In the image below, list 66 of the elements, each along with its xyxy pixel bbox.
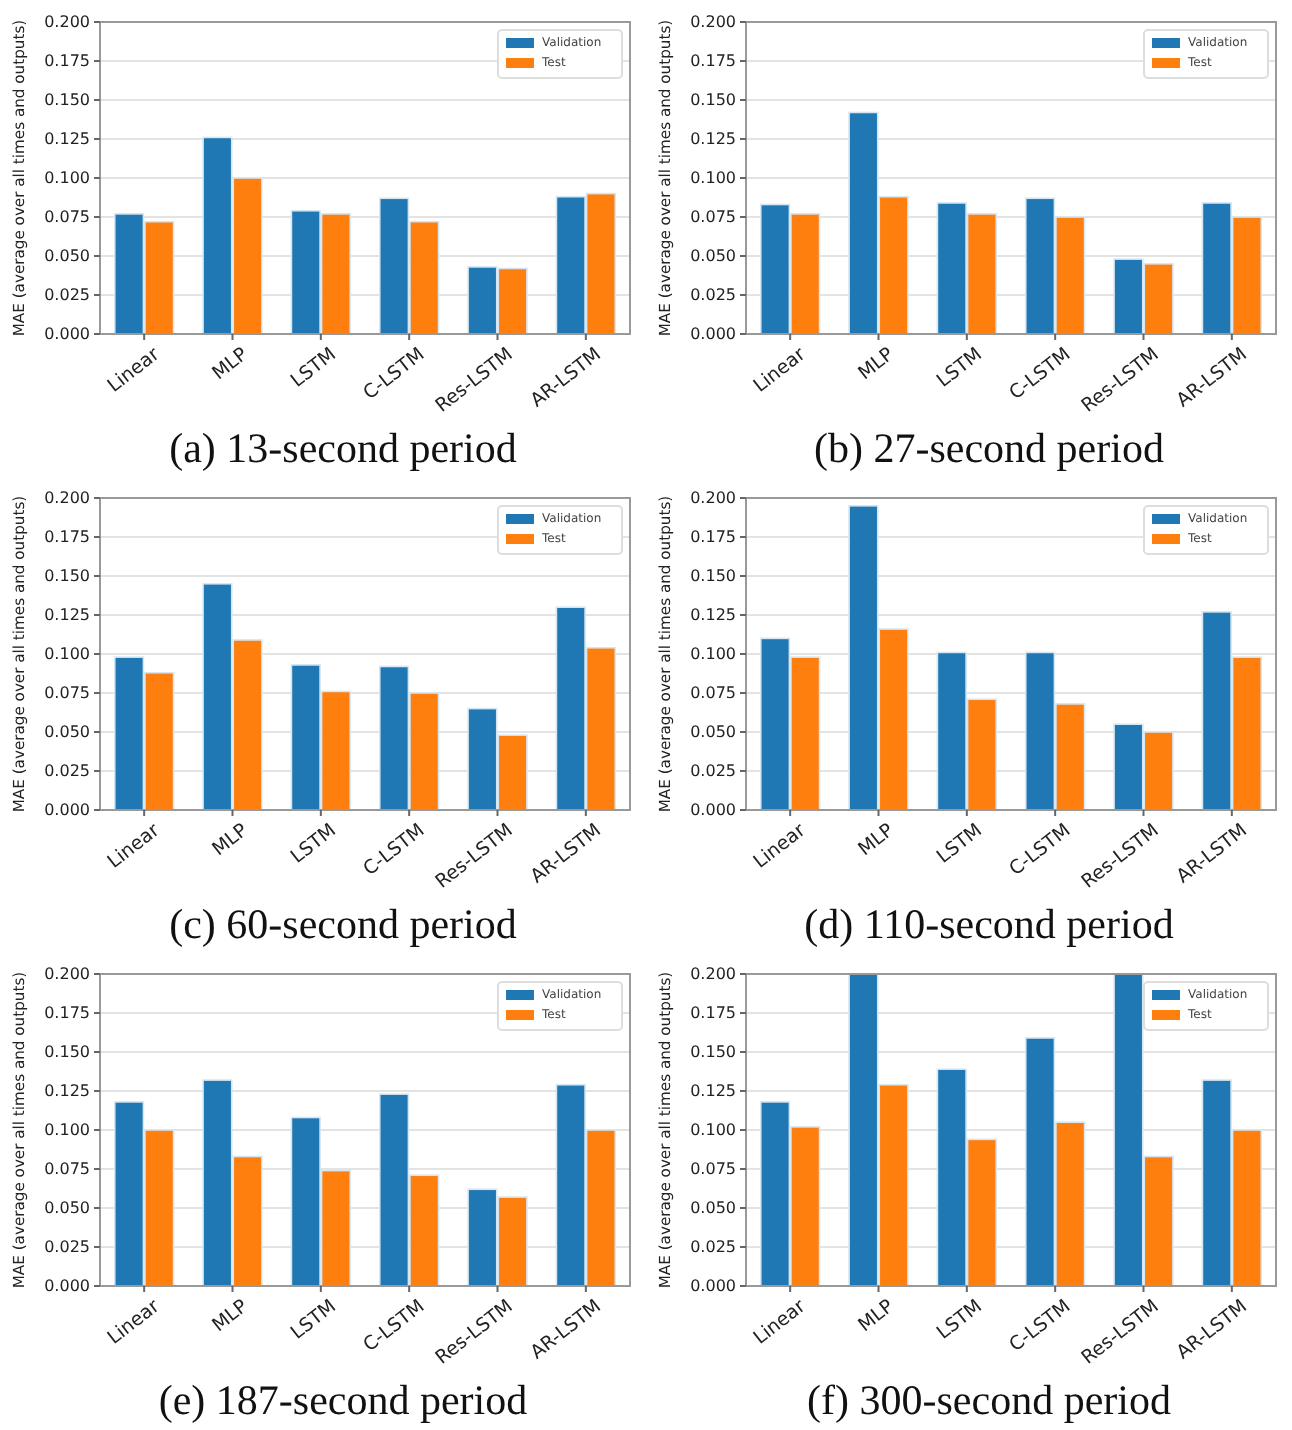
- y-tick-label: 0.175: [690, 52, 736, 71]
- x-tick-label: MLP: [854, 343, 899, 385]
- y-tick-label: 0.000: [690, 801, 736, 820]
- y-tick-label: 0.125: [690, 1082, 736, 1101]
- y-tick-label: 0.150: [690, 567, 736, 586]
- y-tick-label: 0.150: [44, 91, 90, 110]
- x-tick-label: MLP: [208, 1295, 253, 1337]
- y-tick-label: 0.025: [690, 762, 736, 781]
- y-tick-label: 0.175: [44, 52, 90, 71]
- y-tick-label: 0.050: [44, 247, 90, 266]
- y-tick-label: 0.175: [44, 528, 90, 547]
- y-tick-label: 0.050: [690, 247, 736, 266]
- y-tick-label: 0.075: [690, 684, 736, 703]
- y-tick-label: 0.000: [690, 1277, 736, 1296]
- y-tick-label: 0.050: [44, 1199, 90, 1218]
- y-tick-label: 0.100: [690, 169, 736, 188]
- y-tick-label: 0.075: [690, 1160, 736, 1179]
- y-tick-label: 0.025: [690, 286, 736, 305]
- y-tick-label: 0.200: [44, 489, 90, 508]
- y-tick-label: 0.050: [690, 1199, 736, 1218]
- y-tick-label: 0.175: [690, 528, 736, 547]
- y-tick-label: 0.200: [44, 965, 90, 984]
- y-tick-label: 0.100: [44, 169, 90, 188]
- y-tick-label: 0.175: [44, 1004, 90, 1023]
- y-tick-label: 0.075: [44, 208, 90, 227]
- text: (f) 300-second period: [807, 1376, 1172, 1424]
- y-tick-label: 0.025: [690, 1238, 736, 1257]
- y-tick-label: 0.050: [44, 723, 90, 742]
- text: (c) 60-second period: [169, 900, 518, 948]
- text: (e) 187-second period: [158, 1376, 529, 1424]
- y-tick-label: 0.000: [44, 325, 90, 344]
- y-tick-label: 0.000: [44, 1277, 90, 1296]
- y-tick-label: 0.200: [690, 489, 736, 508]
- y-tick-label: 0.025: [44, 286, 90, 305]
- y-tick-label: 0.175: [690, 1004, 736, 1023]
- text: (d) 110-second period: [804, 900, 1175, 948]
- y-tick-label: 0.150: [690, 1043, 736, 1062]
- y-tick-label: 0.100: [44, 1121, 90, 1140]
- y-tick-label: 0.125: [44, 1082, 90, 1101]
- y-tick-label: 0.100: [690, 645, 736, 664]
- y-tick-label: 0.150: [690, 91, 736, 110]
- y-tick-label: 0.125: [690, 130, 736, 149]
- y-tick-label: 0.150: [44, 567, 90, 586]
- y-tick-label: 0.125: [44, 130, 90, 149]
- text: (b) 27-second period: [814, 424, 1165, 472]
- y-tick-label: 0.200: [690, 965, 736, 984]
- y-tick-label: 0.050: [690, 723, 736, 742]
- y-tick-label: 0.075: [44, 1160, 90, 1179]
- text: (a) 13-second period: [169, 424, 518, 472]
- x-tick-label: MLP: [854, 1295, 899, 1337]
- y-tick-label: 0.025: [44, 762, 90, 781]
- y-tick-label: 0.200: [44, 13, 90, 32]
- y-tick-label: 0.075: [44, 684, 90, 703]
- y-tick-label: 0.125: [44, 606, 90, 625]
- y-tick-label: 0.000: [44, 801, 90, 820]
- x-tick-label: MLP: [208, 343, 253, 385]
- y-tick-label: 0.100: [44, 645, 90, 664]
- y-tick-label: 0.000: [690, 325, 736, 344]
- y-tick-label: 0.150: [44, 1043, 90, 1062]
- x-tick-label: MLP: [854, 819, 899, 861]
- y-tick-label: 0.100: [690, 1121, 736, 1140]
- y-tick-label: 0.025: [44, 1238, 90, 1257]
- y-tick-label: 0.125: [690, 606, 736, 625]
- y-tick-label: 0.200: [690, 13, 736, 32]
- x-tick-label: MLP: [208, 819, 253, 861]
- y-tick-label: 0.075: [690, 208, 736, 227]
